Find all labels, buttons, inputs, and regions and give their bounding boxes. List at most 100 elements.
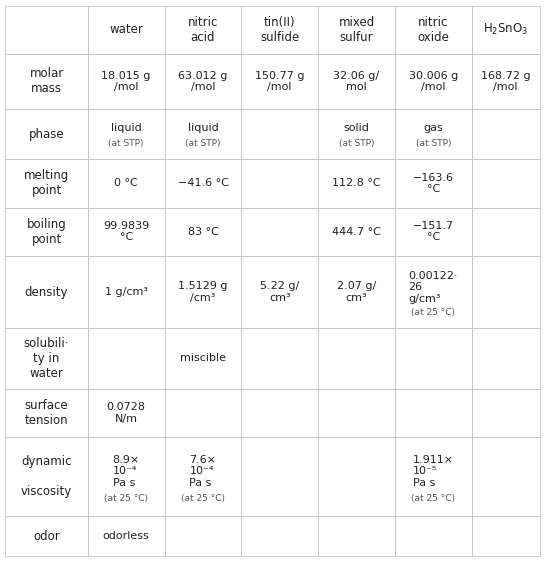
Bar <box>5 256 88 328</box>
Bar <box>318 437 395 516</box>
Bar <box>165 6 241 54</box>
Bar <box>395 6 471 54</box>
Text: melting
point: melting point <box>24 169 69 197</box>
Text: (at 25 °C): (at 25 °C) <box>411 494 455 503</box>
Bar <box>471 256 540 328</box>
Bar <box>395 328 471 389</box>
Text: nitric
acid: nitric acid <box>188 16 218 44</box>
Bar <box>88 389 165 437</box>
Text: 0 °C: 0 °C <box>114 178 138 188</box>
Bar <box>88 207 165 256</box>
Text: nitric
oxide: nitric oxide <box>417 16 449 44</box>
Bar <box>471 159 540 207</box>
Bar <box>165 207 241 256</box>
Text: 112.8 °C: 112.8 °C <box>332 178 381 188</box>
Text: mixed
sulfur: mixed sulfur <box>338 16 374 44</box>
Bar <box>318 207 395 256</box>
Text: boiling
point: boiling point <box>27 217 66 246</box>
Bar <box>88 109 165 159</box>
Bar <box>165 256 241 328</box>
Text: 8.9×
10⁻⁴
Pa s: 8.9× 10⁻⁴ Pa s <box>113 455 140 488</box>
Text: 99.9839
°C: 99.9839 °C <box>103 221 149 242</box>
Bar <box>165 109 241 159</box>
Bar <box>318 6 395 54</box>
Bar <box>5 54 88 109</box>
Bar <box>241 109 318 159</box>
Bar <box>88 6 165 54</box>
Bar <box>241 159 318 207</box>
Text: 150.77 g
/mol: 150.77 g /mol <box>255 71 305 92</box>
Text: odor: odor <box>33 530 60 543</box>
Text: gas: gas <box>423 123 443 133</box>
Bar <box>395 159 471 207</box>
Text: dynamic

viscosity: dynamic viscosity <box>21 455 72 498</box>
Bar <box>165 159 241 207</box>
Text: 2.07 g/
cm³: 2.07 g/ cm³ <box>337 281 376 303</box>
Text: −163.6
°C: −163.6 °C <box>413 173 454 194</box>
Text: 0.0728
N/m: 0.0728 N/m <box>107 402 146 424</box>
Bar <box>395 54 471 109</box>
Text: (at STP): (at STP) <box>415 139 451 148</box>
Bar <box>318 109 395 159</box>
Bar <box>471 389 540 437</box>
Bar <box>471 437 540 516</box>
Bar <box>241 437 318 516</box>
Bar <box>165 389 241 437</box>
Bar <box>471 6 540 54</box>
Bar <box>241 389 318 437</box>
Text: liquid: liquid <box>111 123 142 133</box>
Bar <box>88 437 165 516</box>
Text: −41.6 °C: −41.6 °C <box>178 178 228 188</box>
Bar <box>241 207 318 256</box>
Text: (at STP): (at STP) <box>185 139 221 148</box>
Bar <box>241 516 318 556</box>
Bar <box>318 54 395 109</box>
Bar <box>88 159 165 207</box>
Text: 7.6×
10⁻⁴
Pa s: 7.6× 10⁻⁴ Pa s <box>190 455 216 488</box>
Text: water: water <box>109 23 143 37</box>
Bar <box>241 328 318 389</box>
Bar <box>165 54 241 109</box>
Text: odorless: odorless <box>103 531 149 541</box>
Bar <box>318 159 395 207</box>
Text: 168.72 g
/mol: 168.72 g /mol <box>481 71 530 92</box>
Text: liquid: liquid <box>187 123 219 133</box>
Text: 30.006 g
/mol: 30.006 g /mol <box>409 71 458 92</box>
Bar <box>318 256 395 328</box>
Bar <box>5 6 88 54</box>
Bar <box>395 516 471 556</box>
Text: 0.00122·
26
g/cm³: 0.00122· 26 g/cm³ <box>409 271 458 304</box>
Bar <box>471 516 540 556</box>
Text: miscible: miscible <box>180 353 226 364</box>
Bar <box>395 109 471 159</box>
Bar <box>471 328 540 389</box>
Bar <box>318 389 395 437</box>
Bar <box>5 159 88 207</box>
Bar <box>241 54 318 109</box>
Text: solubili·
ty in
water: solubili· ty in water <box>24 337 69 380</box>
Bar <box>241 6 318 54</box>
Text: surface
tension: surface tension <box>25 399 69 427</box>
Bar <box>5 207 88 256</box>
Text: 63.012 g
/mol: 63.012 g /mol <box>178 71 228 92</box>
Text: 1.911×
10⁻⁵
Pa s: 1.911× 10⁻⁵ Pa s <box>413 455 454 488</box>
Text: (at STP): (at STP) <box>108 139 144 148</box>
Text: (at STP): (at STP) <box>339 139 374 148</box>
Text: phase: phase <box>29 128 64 140</box>
Bar <box>5 328 88 389</box>
Text: 18.015 g
/mol: 18.015 g /mol <box>101 71 151 92</box>
Bar <box>165 328 241 389</box>
Bar <box>5 389 88 437</box>
Text: (at 25 °C): (at 25 °C) <box>104 494 148 503</box>
Bar <box>471 207 540 256</box>
Text: 1.5129 g
/cm³: 1.5129 g /cm³ <box>178 281 228 303</box>
Bar <box>395 437 471 516</box>
Bar <box>88 328 165 389</box>
Bar <box>165 516 241 556</box>
Bar <box>165 437 241 516</box>
Bar <box>5 109 88 159</box>
Bar <box>395 256 471 328</box>
Bar <box>5 516 88 556</box>
Text: molar
mass: molar mass <box>29 67 64 96</box>
Bar <box>88 516 165 556</box>
